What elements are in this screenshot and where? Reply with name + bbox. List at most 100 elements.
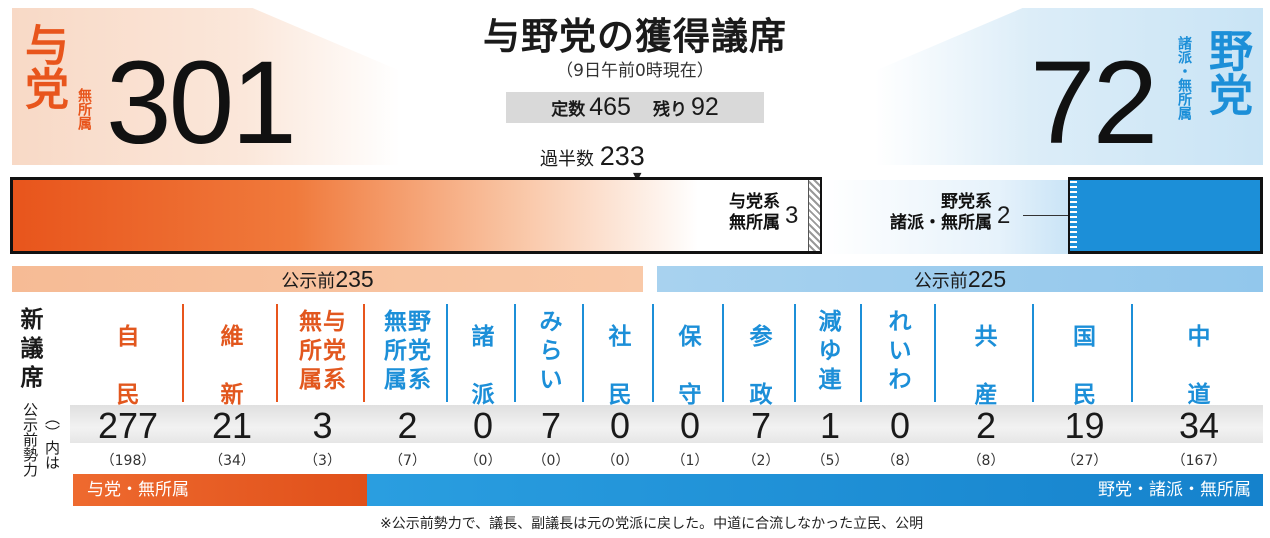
party-name: 共産 <box>974 324 998 408</box>
opp-ind-line2: 諸派・無所属 <box>890 213 992 233</box>
party-seats: 3 <box>312 405 333 446</box>
party-seats: 0 <box>609 405 631 446</box>
party-column: 自民 277 （198） <box>72 300 184 472</box>
remaining-item: 残り 92 <box>653 93 719 122</box>
footnote: ※公示前勢力で、議長、副議長は元の党派に戻した。中道に合流しなかった立民、公明 <box>380 516 924 532</box>
party-column: みらい 7 （0） <box>518 300 584 472</box>
remaining-label: 残り <box>652 100 687 120</box>
opposition-group-bar: 野党・諸派・無所属 <box>367 474 1263 506</box>
column-separator <box>582 304 584 402</box>
opposition-independent-segment <box>1070 180 1077 251</box>
party-name: 維新 <box>220 324 244 408</box>
party-column: れいわ 0 （8） <box>864 300 936 472</box>
opposition-total: 72 <box>1030 37 1158 169</box>
party-name: 中道 <box>1187 324 1211 408</box>
teisu-item: 定数 465 <box>551 93 631 122</box>
column-separator <box>182 304 184 402</box>
party-prev-seats: （2） <box>742 453 780 469</box>
party-name: 社民 <box>608 324 632 408</box>
party-name: 無野所党属系 <box>384 309 431 393</box>
party-seats: 1 <box>819 405 841 446</box>
party-name: 国民 <box>1073 324 1096 408</box>
ruling-seat-bar <box>10 177 822 254</box>
ruling-party-label: 与党 <box>17 22 68 110</box>
party-column: 共産 2 （8） <box>938 300 1034 472</box>
party-name: 減ゆ連 <box>818 309 842 393</box>
party-name: 無与所党属系 <box>299 309 346 393</box>
column-separator <box>934 304 936 402</box>
party-prev-seats: （1） <box>671 453 709 469</box>
party-seats: 34 <box>1178 405 1220 446</box>
prev-strength-row-header: 公示前勢力 <box>21 402 39 477</box>
column-separator <box>446 304 448 402</box>
ruling-ind-line1: 与党系 <box>729 192 780 212</box>
column-separator <box>276 304 278 402</box>
majority-marker-icon: ▼ <box>633 170 641 183</box>
party-column: 国民 19 （27） <box>1036 300 1133 472</box>
opposition-party-label: 野党 <box>1201 28 1252 116</box>
party-column: 参政 7 （2） <box>726 300 796 472</box>
ruling-kouji-label: 公示前 <box>281 271 336 292</box>
ruling-independent-segment <box>808 180 820 251</box>
remaining-value: 92 <box>690 93 719 121</box>
party-prev-seats: （0） <box>464 453 502 469</box>
party-prev-seats: （167） <box>1171 453 1227 469</box>
party-seats: 19 <box>1064 405 1105 446</box>
party-prev-seats: （5） <box>811 453 849 469</box>
opp-kouji-value: 225 <box>967 266 1007 292</box>
column-separator <box>794 304 796 402</box>
opposition-pre-election-band: 公示前225 <box>657 266 1263 292</box>
column-separator <box>652 304 654 402</box>
opp-ind-line1: 野党系 <box>941 192 992 212</box>
party-column: 社民 0 （0） <box>586 300 654 472</box>
seat-count-box: 定数 465 残り 92 <box>506 92 764 123</box>
party-prev-seats: （7） <box>389 453 426 469</box>
paren-note-row-header: （）内は <box>43 410 61 470</box>
party-prev-seats: （198） <box>100 453 156 469</box>
opposition-sub-label: 諸派・無所属 <box>1176 36 1192 120</box>
party-column: 無野所党属系 2 （7） <box>367 300 448 472</box>
ruling-total: 301 <box>106 37 297 169</box>
majority-value: 233 <box>599 141 645 171</box>
party-prev-seats: （8） <box>967 453 1005 469</box>
party-seats: 7 <box>750 405 772 446</box>
column-separator <box>1032 304 1034 402</box>
opposition-independent-label: 野党系 諸派・無所属 <box>860 192 992 234</box>
column-separator <box>514 304 516 402</box>
ruling-group-bar: 与党・無所属 <box>73 474 367 506</box>
party-name: 自民 <box>116 324 140 408</box>
party-seats: 277 <box>97 405 159 446</box>
party-column: 維新 21 （34） <box>186 300 278 472</box>
party-seats: 0 <box>472 405 494 446</box>
new-seats-row-header: 新議席 <box>20 307 44 391</box>
party-name: 諸派 <box>471 324 495 408</box>
majority-text: 過半数 <box>540 149 594 170</box>
party-column: 中道 34 （167） <box>1135 300 1263 472</box>
opposition-seat-bar <box>1068 177 1263 254</box>
party-name: 保守 <box>678 324 702 408</box>
opp-kouji-label: 公示前 <box>913 271 968 292</box>
party-column: 諸派 0 （0） <box>450 300 516 472</box>
party-column: 減ゆ連 1 （5） <box>798 300 862 472</box>
party-seats: 0 <box>679 405 701 446</box>
party-seats: 2 <box>975 405 997 446</box>
column-separator <box>1131 304 1133 402</box>
party-prev-seats: （3） <box>304 453 341 469</box>
party-name: みらい <box>539 309 563 393</box>
party-prev-seats: （0） <box>601 453 639 469</box>
party-name: 参政 <box>749 324 773 408</box>
column-separator <box>860 304 862 402</box>
ruling-independent-label: 与党系 無所属 <box>690 192 780 234</box>
seat-number-band <box>70 405 1263 443</box>
party-name: れいわ <box>888 309 912 393</box>
ruling-independent-value: 3 <box>785 202 799 229</box>
ruling-sub-label: 無所属 <box>76 88 92 130</box>
opposition-pointer-line <box>1023 215 1068 216</box>
party-prev-seats: （8） <box>881 453 919 469</box>
party-column: 無与所党属系 3 （3） <box>280 300 365 472</box>
opposition-independent-value: 2 <box>997 202 1011 229</box>
teisu-value: 465 <box>589 93 631 121</box>
ruling-kouji-value: 235 <box>335 266 374 292</box>
party-seats: 7 <box>540 405 562 446</box>
majority-label: 過半数 233 <box>540 141 740 172</box>
